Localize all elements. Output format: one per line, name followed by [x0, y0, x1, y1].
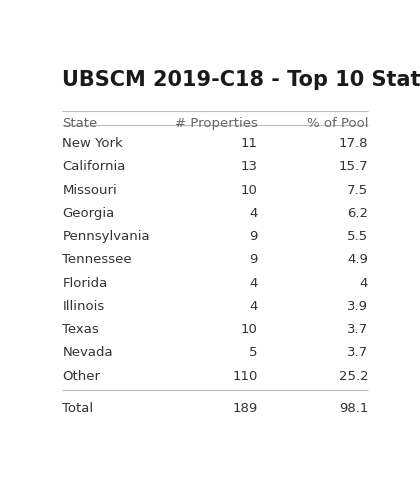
Text: 5: 5 [249, 346, 257, 359]
Text: Nevada: Nevada [62, 346, 113, 359]
Text: Pennsylvania: Pennsylvania [62, 230, 150, 243]
Text: 13: 13 [241, 160, 257, 173]
Text: California: California [62, 160, 126, 173]
Text: 4.9: 4.9 [347, 253, 368, 266]
Text: 7.5: 7.5 [347, 184, 368, 197]
Text: 9: 9 [249, 253, 257, 266]
Text: 6.2: 6.2 [347, 207, 368, 220]
Text: Tennessee: Tennessee [62, 253, 132, 266]
Text: 10: 10 [241, 184, 257, 197]
Text: UBSCM 2019-C18 - Top 10 States: UBSCM 2019-C18 - Top 10 States [62, 70, 420, 90]
Text: 11: 11 [241, 137, 257, 150]
Text: Illinois: Illinois [62, 300, 105, 313]
Text: Missouri: Missouri [62, 184, 117, 197]
Text: 4: 4 [249, 207, 257, 220]
Text: 3.7: 3.7 [347, 346, 368, 359]
Text: Texas: Texas [62, 323, 99, 336]
Text: 9: 9 [249, 230, 257, 243]
Text: 189: 189 [232, 402, 257, 414]
Text: 98.1: 98.1 [339, 402, 368, 414]
Text: % of Pool: % of Pool [307, 116, 368, 130]
Text: Georgia: Georgia [62, 207, 115, 220]
Text: 15.7: 15.7 [339, 160, 368, 173]
Text: State: State [62, 116, 97, 130]
Text: New York: New York [62, 137, 123, 150]
Text: Total: Total [62, 402, 93, 414]
Text: 4: 4 [249, 277, 257, 290]
Text: 17.8: 17.8 [339, 137, 368, 150]
Text: 4: 4 [360, 277, 368, 290]
Text: 25.2: 25.2 [339, 370, 368, 383]
Text: 3.9: 3.9 [347, 300, 368, 313]
Text: 110: 110 [232, 370, 257, 383]
Text: Other: Other [62, 370, 100, 383]
Text: Florida: Florida [62, 277, 108, 290]
Text: 4: 4 [249, 300, 257, 313]
Text: 3.7: 3.7 [347, 323, 368, 336]
Text: 5.5: 5.5 [347, 230, 368, 243]
Text: # Properties: # Properties [175, 116, 257, 130]
Text: 10: 10 [241, 323, 257, 336]
